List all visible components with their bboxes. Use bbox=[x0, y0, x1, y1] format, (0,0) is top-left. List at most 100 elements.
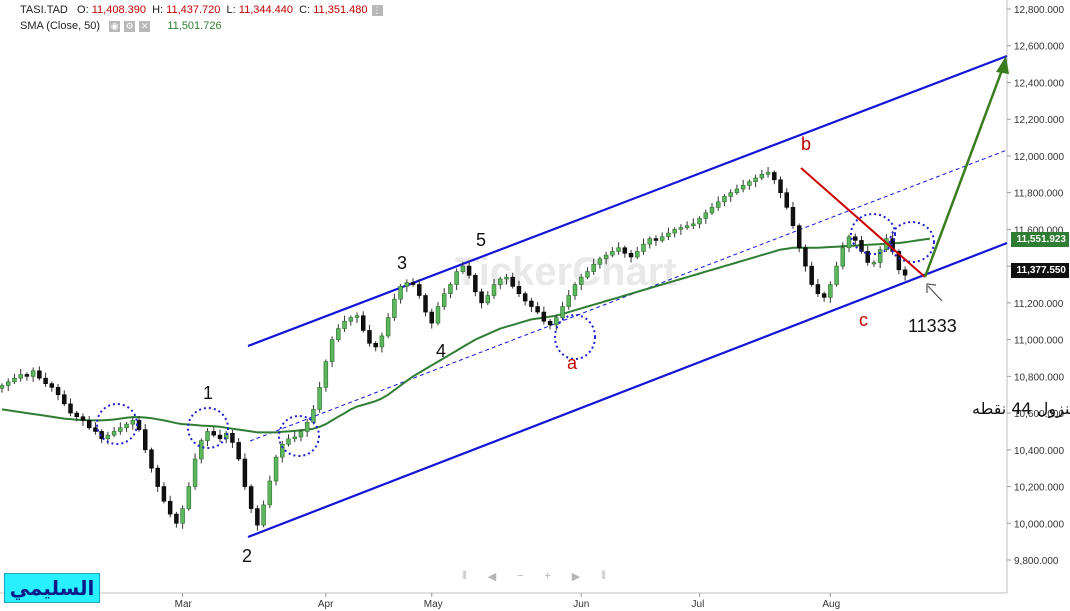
candle-up bbox=[448, 284, 453, 294]
candle-down bbox=[211, 431, 216, 436]
candle-up bbox=[672, 229, 677, 234]
arabic-annotation: باقي لنا حصة غدا من النزول 44 نقطه bbox=[972, 399, 1070, 419]
scroll-right-icon[interactable]: ▶ bbox=[571, 570, 581, 583]
candle-down bbox=[367, 330, 372, 344]
wave-label-b: b bbox=[801, 134, 811, 154]
zoom-in-button[interactable]: + bbox=[544, 570, 551, 582]
low-value: 11,344.440 bbox=[238, 4, 294, 16]
candle-down bbox=[547, 320, 553, 326]
candle-up bbox=[354, 315, 360, 318]
candle-up bbox=[385, 317, 391, 337]
candle-down bbox=[149, 449, 154, 469]
candle-down bbox=[479, 291, 484, 304]
y-tick-label: 12,400.000 bbox=[1014, 78, 1064, 89]
highlight-circle bbox=[96, 403, 138, 445]
settings-icon[interactable]: ⚙ bbox=[124, 20, 136, 32]
candle-down bbox=[37, 370, 42, 379]
candle-up bbox=[691, 223, 696, 227]
candle-down bbox=[510, 276, 515, 287]
wave-label-4: 4 bbox=[436, 341, 446, 361]
close-icon[interactable]: ✕ bbox=[139, 20, 151, 32]
candle-up bbox=[747, 181, 752, 186]
menu-icon[interactable]: ⋮ bbox=[371, 4, 383, 16]
candle-up bbox=[223, 432, 229, 440]
candle-up bbox=[485, 295, 491, 304]
x-tick-label: Mar bbox=[175, 599, 193, 610]
sma-label: SMA (Close, 50) bbox=[20, 20, 101, 32]
candle-down bbox=[62, 394, 67, 405]
candle-up bbox=[398, 286, 403, 300]
channel-lower-line bbox=[247, 241, 1008, 539]
candle-up bbox=[205, 431, 210, 441]
candle-up bbox=[435, 306, 441, 324]
candle-down bbox=[361, 315, 366, 331]
candle-down bbox=[529, 300, 534, 307]
candle-up bbox=[348, 317, 354, 322]
x-tick-label: Aug bbox=[822, 599, 840, 610]
candle-up bbox=[186, 486, 192, 509]
candle-up bbox=[722, 196, 727, 203]
y-tick-label: 12,600.000 bbox=[1014, 42, 1064, 53]
candle-up bbox=[304, 421, 310, 432]
scroll-end-icon[interactable]: ⦀ bbox=[601, 569, 606, 582]
candle-down bbox=[865, 251, 870, 263]
candle-up bbox=[273, 456, 279, 482]
candle-up bbox=[460, 265, 466, 272]
candle-down bbox=[55, 387, 61, 395]
candle-up bbox=[753, 177, 758, 182]
candle-down bbox=[161, 486, 167, 502]
highlight-circle bbox=[889, 221, 935, 263]
candle-up bbox=[329, 339, 335, 362]
scroll-start-icon[interactable]: ⦀ bbox=[462, 569, 467, 582]
x-tick-label: Jun bbox=[573, 599, 589, 610]
high-value: 11,437.720 bbox=[166, 4, 221, 16]
candle-up bbox=[734, 188, 740, 193]
candle-up bbox=[684, 225, 690, 228]
candle-up bbox=[317, 387, 322, 410]
y-tick-label: 12,800.000 bbox=[1014, 5, 1064, 16]
candle-up bbox=[298, 431, 304, 438]
candle-up bbox=[441, 293, 447, 307]
projection-arrow-line bbox=[923, 61, 1007, 278]
candle-down bbox=[43, 377, 48, 384]
visibility-icon[interactable]: ◉ bbox=[109, 20, 121, 32]
target-value-label: 11333 bbox=[908, 316, 957, 336]
scroll-left-icon[interactable]: ◀ bbox=[487, 570, 497, 583]
candle-down bbox=[896, 251, 902, 271]
candle-up bbox=[740, 185, 746, 190]
candle-down bbox=[255, 508, 260, 526]
candle-up bbox=[666, 232, 671, 238]
candle-down bbox=[772, 172, 777, 181]
y-tick-label: 10,600.000 bbox=[1014, 409, 1064, 420]
y-tick-label: 11,600.000 bbox=[1014, 225, 1064, 236]
candle-down bbox=[522, 293, 528, 302]
wave-label-2: 2 bbox=[242, 546, 252, 566]
candle-up bbox=[709, 207, 715, 214]
zoom-out-button[interactable]: − bbox=[517, 570, 524, 582]
wave-label-5: 5 bbox=[476, 230, 486, 250]
symbol-label: TASI.TAD bbox=[20, 4, 68, 16]
candle-down bbox=[80, 416, 86, 421]
candle-down bbox=[622, 247, 628, 254]
candle-up bbox=[603, 254, 609, 260]
candle-up bbox=[118, 427, 123, 432]
candle-down bbox=[230, 432, 235, 443]
candle-down bbox=[429, 311, 434, 324]
candle-down bbox=[248, 486, 254, 509]
highlight-circle bbox=[850, 213, 896, 255]
candle-up bbox=[30, 370, 36, 377]
y-tick-label: 10,200.000 bbox=[1014, 483, 1064, 494]
ohlc-header: TASI.TAD O: 11,408.390 H: 11,437.720 L: … bbox=[20, 4, 383, 16]
candle-up bbox=[5, 381, 11, 386]
y-tick-label: 12,200.000 bbox=[1014, 115, 1064, 126]
chart-navigation: ⦀ ◀ − + ▶ ⦀ bbox=[462, 569, 606, 583]
candle-up bbox=[454, 271, 459, 285]
channel-mid-line bbox=[249, 149, 1008, 442]
sma-line bbox=[1, 237, 931, 434]
candle-up bbox=[130, 420, 136, 425]
candle-up bbox=[703, 212, 709, 219]
candle-up bbox=[199, 440, 204, 460]
y-tick-label: 11,200.000 bbox=[1014, 299, 1064, 310]
candle-up bbox=[286, 438, 291, 445]
